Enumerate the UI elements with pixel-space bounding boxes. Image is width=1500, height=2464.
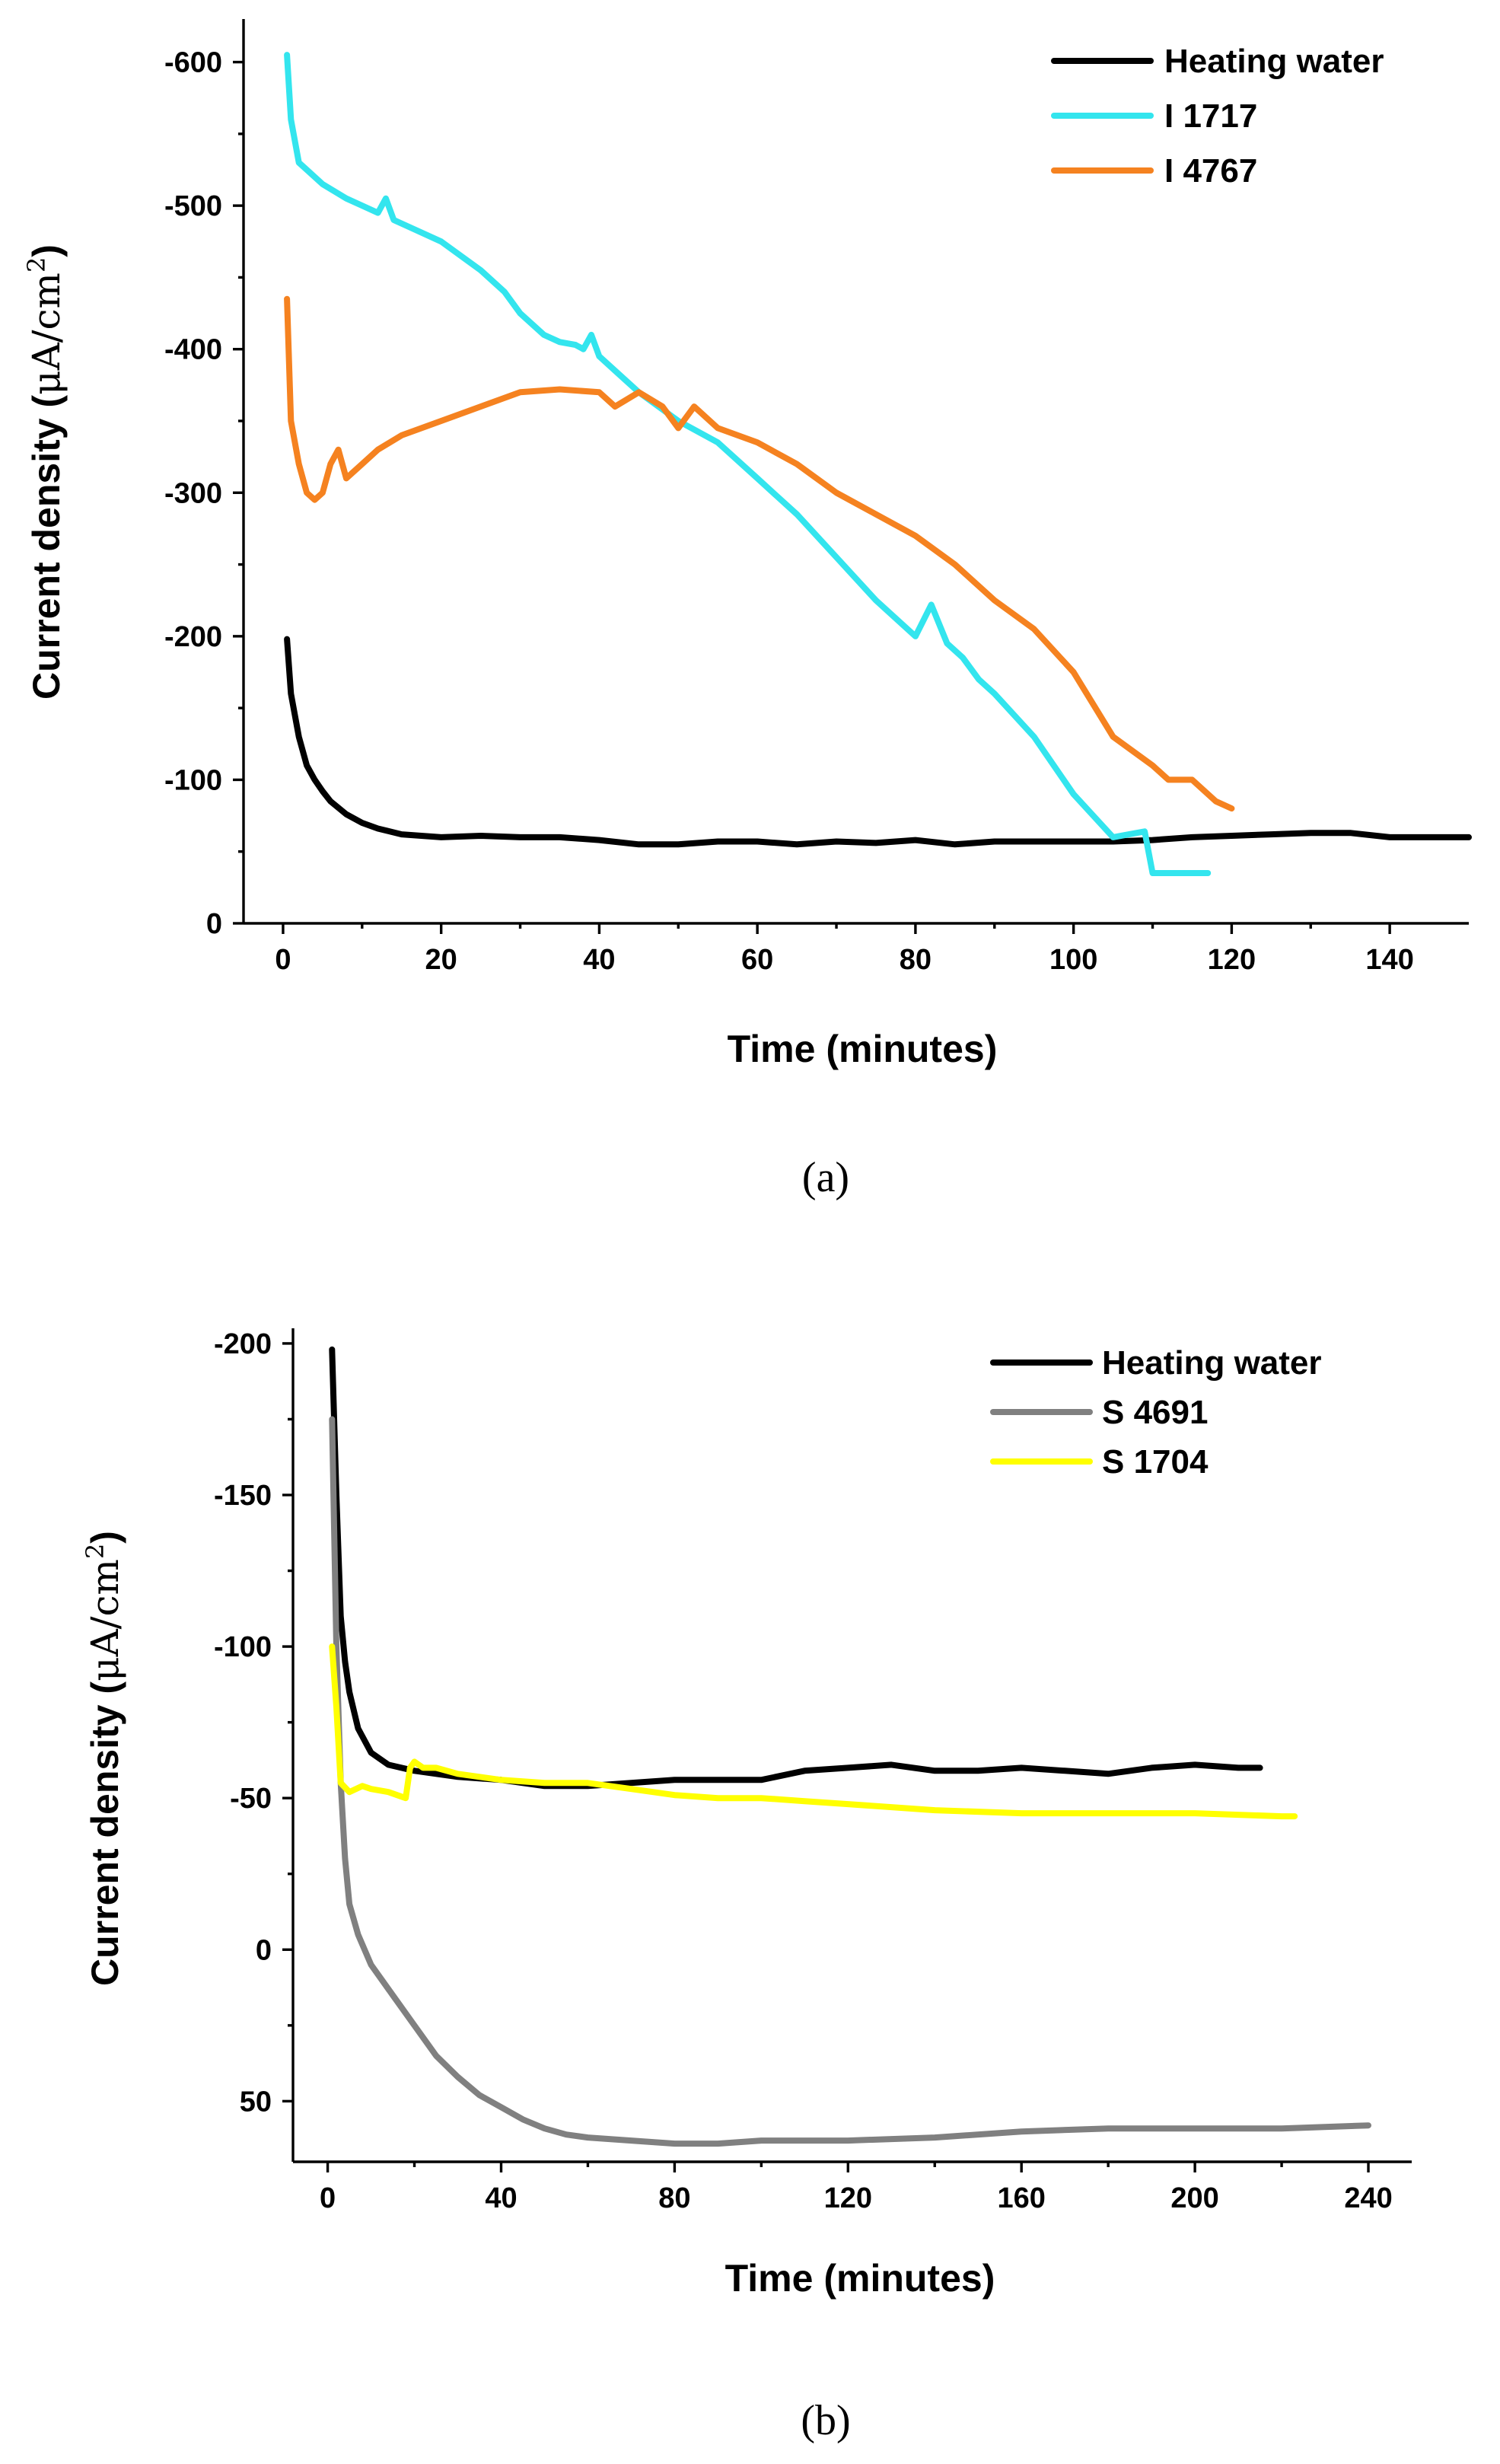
x-ticks: 0 20 40 60 80 100 120 140	[275, 923, 1414, 976]
legend-label-s-1704: S 1704	[1102, 1443, 1209, 1481]
x-tick-label: 80	[900, 944, 932, 976]
x-tick-label: 60	[741, 944, 773, 976]
y-tick-label: -100	[164, 764, 222, 796]
y-ticks: 0 -100 -200 -300 -400 -500 -600	[164, 47, 244, 940]
legend-label-s-4691: S 4691	[1102, 1394, 1208, 1431]
x-ticks: 0 40 80 120 160 200 240	[320, 2162, 1393, 2214]
y-axis-title: Current density (μA/cm2)	[22, 244, 68, 700]
legend: Heating water S 4691 S 1704	[990, 1344, 1322, 1481]
series-line-s-4691	[329, 1416, 1371, 2147]
y-tick-label: -300	[164, 477, 222, 509]
y-ticks: 50 0 -50 -100 -150 -200	[214, 1328, 293, 2118]
y-tick-label: -400	[164, 334, 222, 366]
x-tick-label: 40	[485, 2182, 517, 2214]
series-line-i-4767	[284, 295, 1235, 812]
x-axis-title: Time (minutes)	[728, 1028, 998, 1070]
x-tick-label: 0	[320, 2182, 336, 2214]
series-line-heating-water	[284, 636, 1472, 848]
y-tick-label: -200	[214, 1328, 272, 1360]
series-group	[284, 52, 1472, 876]
y-tick-label: -200	[164, 621, 222, 653]
legend-label-i-4767: I 4767	[1164, 152, 1257, 190]
x-tick-label: 20	[425, 944, 457, 976]
series-line-heating-water	[329, 1346, 1263, 1790]
y-tick-label: -500	[164, 190, 222, 222]
chart-panel-b: 0 40 80 120 160 200 240 50 0 -50 -100 -150 -200 Tim…	[81, 1328, 1412, 2300]
y-tick-label: -150	[214, 1480, 272, 1512]
x-tick-label: 0	[275, 944, 291, 976]
x-tick-label: 200	[1170, 2182, 1218, 2214]
x-tick-label: 120	[824, 2182, 872, 2214]
y-tick-label: 50	[240, 2086, 272, 2118]
x-tick-label: 100	[1049, 944, 1097, 976]
x-tick-label: 160	[998, 2182, 1046, 2214]
x-tick-label: 80	[658, 2182, 690, 2214]
y-tick-label: -50	[230, 1783, 272, 1815]
x-tick-label: 120	[1208, 944, 1256, 976]
chart-panel-a: 0 20 40 60 80 100 120 140 0 -100 -200 -300 -400 -500…	[22, 19, 1472, 1070]
series-line-s-1704	[329, 1643, 1298, 1820]
x-tick-label: 240	[1344, 2182, 1392, 2214]
x-tick-label: 140	[1365, 944, 1413, 976]
x-axis-title: Time (minutes)	[725, 2257, 995, 2300]
panel-label-a: (a)	[802, 1154, 849, 1201]
y-tick-label: -100	[214, 1631, 272, 1663]
y-tick-label: -600	[164, 47, 222, 79]
y-axis-title: Current density (μA/cm2)	[81, 1531, 127, 1986]
legend-label-heating-water: Heating water	[1102, 1344, 1322, 1382]
y-tick-label: 0	[256, 1934, 272, 1966]
legend-label-i-1717: I 1717	[1164, 97, 1257, 135]
y-tick-label: 0	[206, 908, 222, 940]
series-group	[329, 1346, 1371, 2147]
series-line-i-1717	[284, 52, 1212, 876]
legend-label-heating-water: Heating water	[1164, 43, 1384, 80]
x-tick-label: 40	[583, 944, 615, 976]
legend: Heating water I 1717 I 4767	[1051, 43, 1384, 190]
panel-label-b: (b)	[801, 2397, 850, 2444]
